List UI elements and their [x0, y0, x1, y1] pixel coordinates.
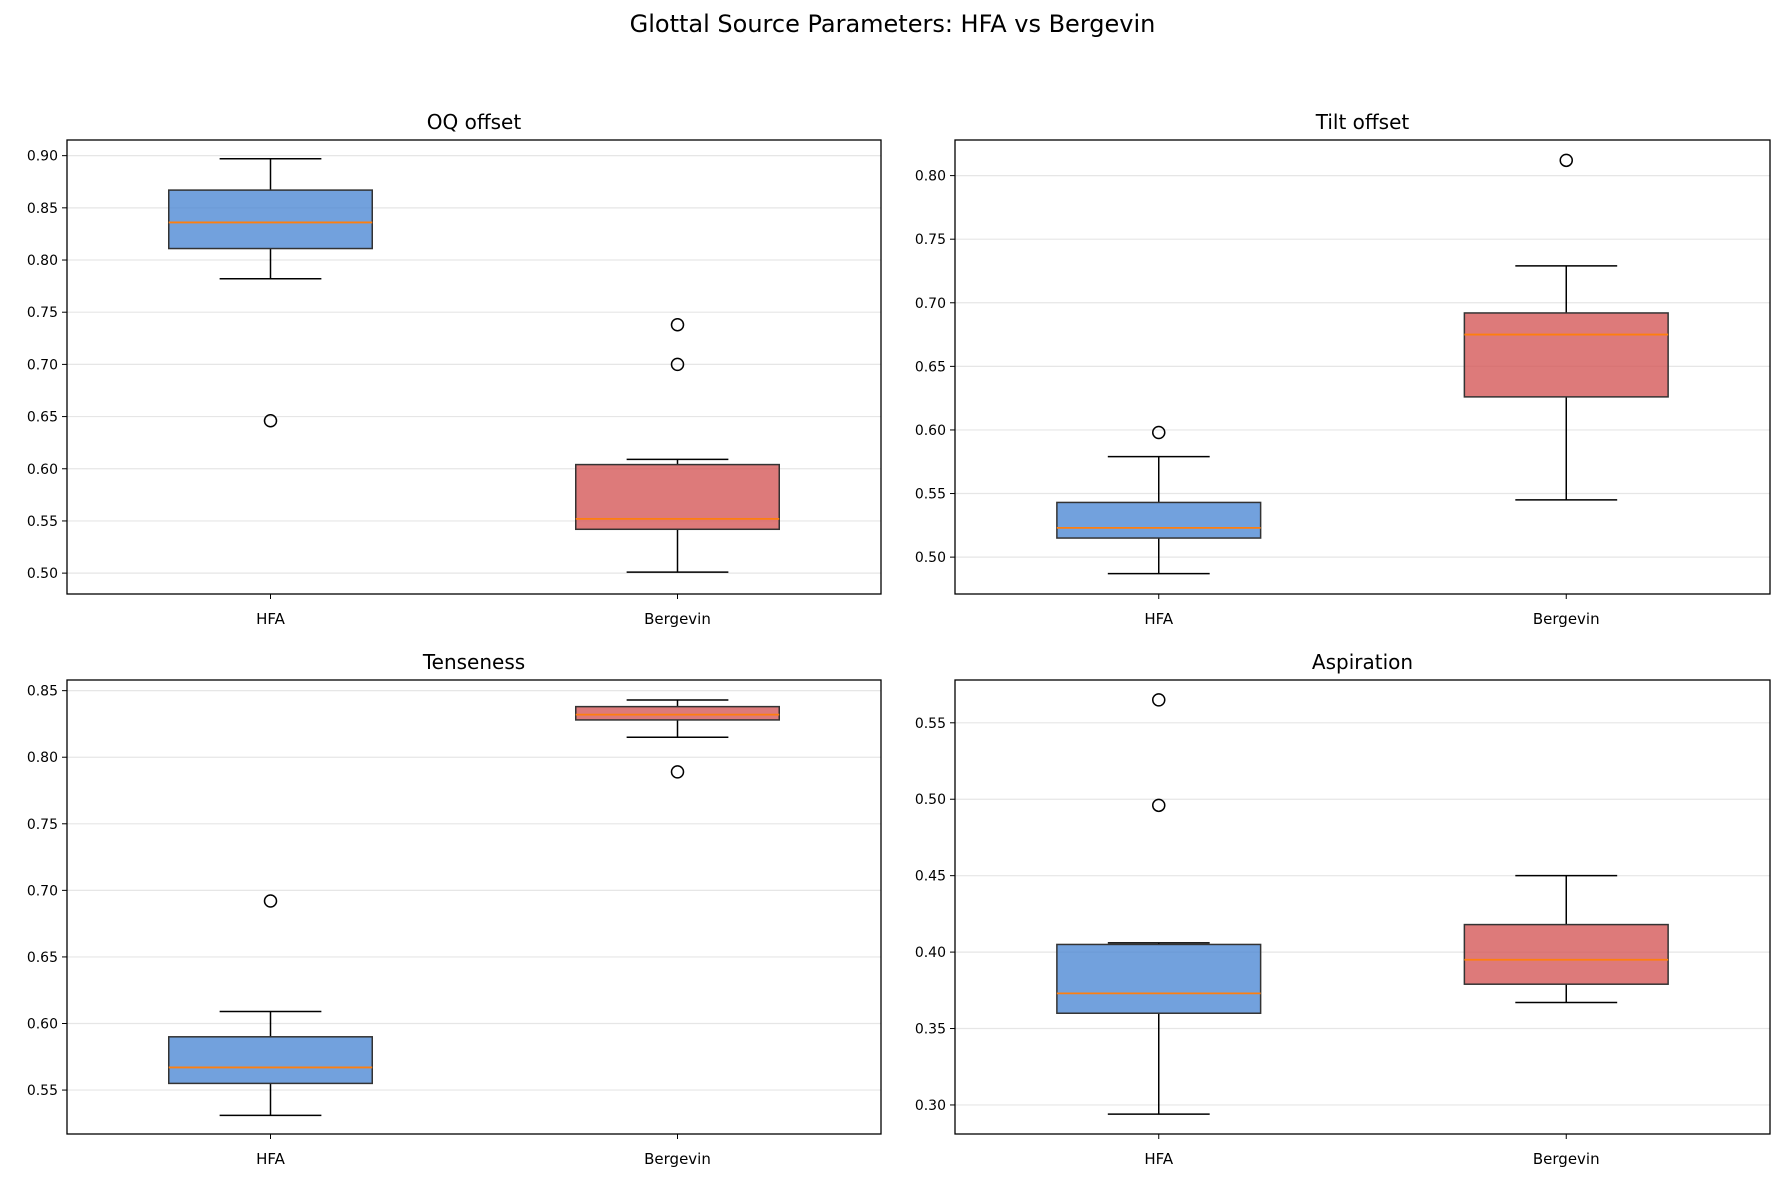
x-tick-label: Bergevin — [1533, 610, 1600, 628]
outlier-point — [1559, 153, 1573, 168]
y-tick-label: 0.80 — [915, 169, 946, 185]
box-bergevin — [1463, 312, 1669, 398]
box-bergevin — [1463, 923, 1669, 985]
y-tick-label: 0.50 — [915, 550, 946, 566]
box-hfa — [1056, 501, 1262, 539]
figure-title: Glottal Source Parameters: HFA vs Bergev… — [629, 10, 1156, 38]
y-tick-label: 0.35 — [915, 1022, 946, 1038]
y-tick-label: 0.65 — [27, 410, 58, 426]
y-tick-label: 0.60 — [27, 462, 58, 478]
x-tick-label: HFA — [1144, 1150, 1174, 1168]
axes-frame — [954, 139, 1771, 595]
axes-frame — [66, 139, 882, 595]
y-tick-label: 0.80 — [27, 750, 58, 766]
x-tick-label: Bergevin — [1533, 1150, 1600, 1168]
y-tick-label: 0.90 — [27, 149, 58, 165]
subplot-title: Tenseness — [422, 650, 525, 674]
box-bergevin — [575, 705, 780, 721]
x-tick-label: Bergevin — [644, 610, 711, 628]
y-tick-label: 0.50 — [27, 566, 58, 582]
y-tick-label: 0.70 — [915, 296, 946, 312]
y-tick-label: 0.60 — [915, 423, 946, 439]
outlier-point — [263, 413, 278, 428]
outlier-point — [1152, 425, 1166, 440]
box-hfa — [168, 189, 373, 250]
y-tick-label: 0.65 — [915, 359, 946, 375]
box-hfa — [1056, 943, 1262, 1014]
y-tick-label: 0.75 — [915, 232, 946, 248]
x-tick-label: Bergevin — [644, 1150, 711, 1168]
subplot-1: 0.50 0.55 0.60 0.65 0.70 0.75 0.80 0.85 0.90 HFA B… — [27, 110, 882, 628]
y-tick-label: 0.40 — [915, 945, 946, 961]
box-hfa — [168, 1036, 373, 1085]
axes-frame — [954, 679, 1771, 1135]
subplot-title: OQ offset — [427, 110, 522, 134]
x-tick-label: HFA — [1144, 610, 1174, 628]
x-tick-label: HFA — [256, 1150, 286, 1168]
y-tick-label: 0.80 — [27, 253, 58, 269]
outlier-point — [670, 317, 685, 332]
y-tick-label: 0.75 — [27, 817, 58, 833]
y-tick-label: 0.75 — [27, 305, 58, 321]
outlier-point — [670, 357, 685, 372]
y-tick-label: 0.55 — [915, 716, 946, 732]
subplot-title: Aspiration — [1312, 650, 1413, 674]
y-tick-label: 0.70 — [27, 883, 58, 899]
outlier-point — [1152, 693, 1166, 707]
y-tick-label: 0.55 — [27, 514, 58, 530]
y-tick-label: 0.30 — [915, 1098, 946, 1114]
axes-frame — [66, 679, 882, 1135]
subplot-4: 0.30 0.35 0.40 0.45 0.50 0.55 HFA Bergevin Aspir… — [915, 650, 1771, 1168]
y-tick-label: 0.45 — [915, 869, 946, 885]
subplot-3: 0.55 0.60 0.65 0.70 0.75 0.80 0.85 HFA Bergevin T… — [27, 650, 882, 1168]
subplot-2: 0.50 0.55 0.60 0.65 0.70 0.75 0.80 HFA Bergevin T… — [915, 110, 1771, 628]
x-tick-label: HFA — [256, 610, 286, 628]
subplot-title: Tilt offset — [1315, 110, 1410, 134]
y-tick-label: 0.85 — [27, 684, 58, 700]
y-tick-label: 0.65 — [27, 950, 58, 966]
y-tick-label: 0.60 — [27, 1016, 58, 1032]
outlier-point — [670, 765, 685, 779]
outlier-point — [1152, 798, 1166, 813]
y-tick-label: 0.50 — [915, 792, 946, 808]
outlier-point — [263, 894, 278, 908]
y-tick-label: 0.55 — [915, 487, 946, 503]
y-tick-label: 0.55 — [27, 1083, 58, 1099]
y-tick-label: 0.85 — [27, 201, 58, 217]
y-tick-label: 0.70 — [27, 357, 58, 373]
